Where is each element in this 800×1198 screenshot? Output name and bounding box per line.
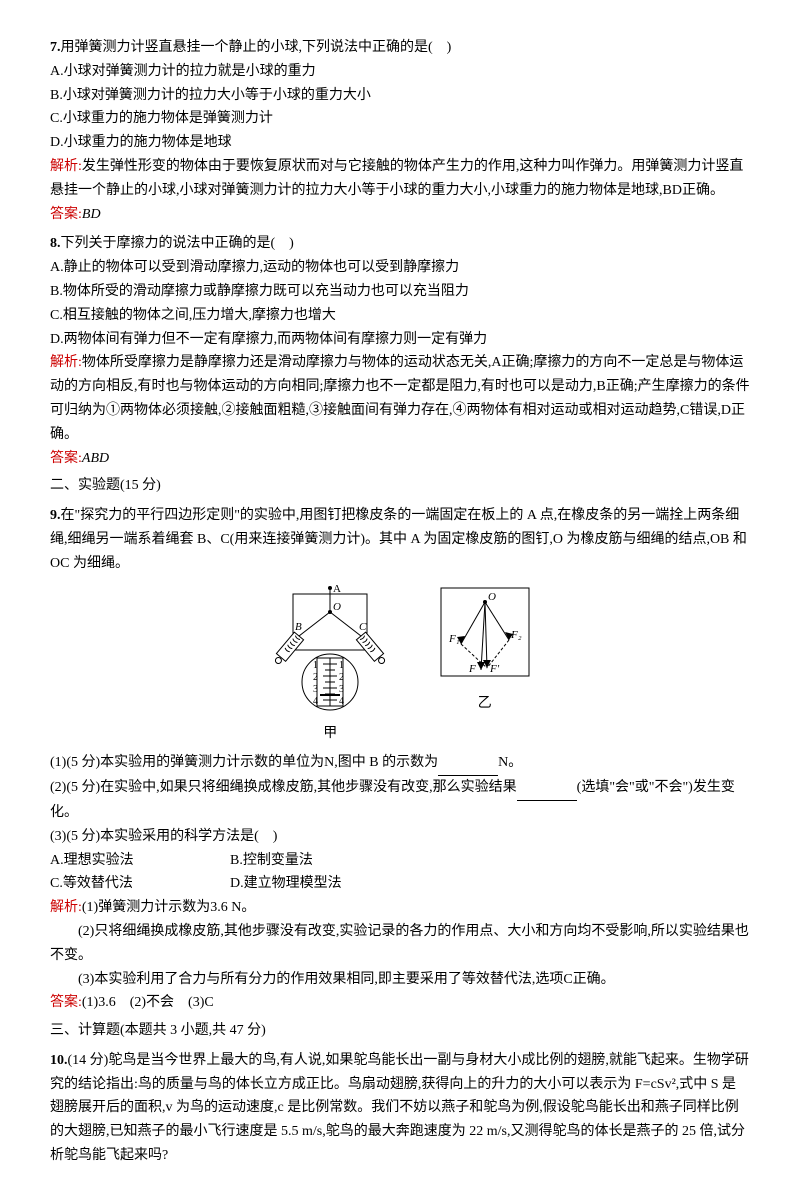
q9-analysis: 解析:(1)弹簧测力计示数为3.6 N。 — [50, 896, 750, 920]
q7-analysis: 解析:发生弹性形变的物体由于要恢复原状而对与它接触的物体产生力的作用,这种力叫作… — [50, 155, 750, 203]
section-3-title: 三、计算题(本题共 3 小题,共 47 分) — [50, 1019, 750, 1043]
blank-2[interactable] — [517, 776, 577, 801]
tick-4-l: 4 — [313, 696, 318, 707]
q9-analysis2: (2)只将细绳换成橡皮筋,其他步骤没有改变,实验记录的各力的作用点、大小和方向均… — [50, 920, 750, 968]
q9-number: 9. — [50, 508, 61, 523]
q7-option-a: A.小球对弹簧测力计的拉力就是小球的重力 — [50, 60, 750, 84]
q7-option-b: B.小球对弹簧测力计的拉力大小等于小球的重力大小 — [50, 84, 750, 108]
q9-sub2: (2)(5 分)在实验中,如果只将细绳换成橡皮筋,其他步骤没有改变,那么实验结果… — [50, 776, 750, 825]
q9-analysis3: (3)本实验利用了合力与所有分力的作用效果相同,即主要采用了等效替代法,选项C正… — [50, 968, 750, 992]
q9-answer-text: (1)3.6 (2)不会 (3)C — [82, 995, 214, 1010]
q8-answer-text: ABD — [82, 451, 109, 466]
label-F: F — [468, 663, 476, 675]
figure-jia-label: 甲 — [265, 722, 395, 746]
label-C: C — [359, 621, 367, 633]
q7-answer: 答案:BD — [50, 203, 750, 227]
tick-1-l: 1 — [313, 660, 318, 671]
q7-answer-text: BD — [82, 207, 101, 222]
q9-options-row1: A.理想实验法B.控制变量法 — [50, 849, 750, 873]
figure-yi-label: 乙 — [435, 692, 535, 716]
q8-stem: 8.下列关于摩擦力的说法中正确的是( ) — [50, 232, 750, 256]
q8-option-c: C.相互接触的物体之间,压力增大,摩擦力也增大 — [50, 304, 750, 328]
q7-analysis-text: 发生弹性形变的物体由于要恢复原状而对与它接触的物体产生力的作用,这种力叫作弹力。… — [50, 159, 743, 198]
analysis-label: 解析: — [50, 355, 82, 370]
tick-2-r: 2 — [339, 672, 344, 683]
q9-answer: 答案:(1)3.6 (2)不会 (3)C — [50, 991, 750, 1015]
label-F1: F₁ — [448, 633, 460, 645]
answer-label: 答案: — [50, 995, 82, 1010]
q7-option-d: D.小球重力的施力物体是地球 — [50, 131, 750, 155]
q9-stem-text: 在"探究力的平行四边形定则"的实验中,用图钉把橡皮条的一端固定在板上的 A 点,… — [50, 508, 747, 571]
q8-analysis-text: 物体所受摩擦力是静摩擦力还是滑动摩擦力与物体的运动状态无关,A正确;摩擦力的方向… — [50, 355, 750, 441]
q8-option-a: A.静止的物体可以受到滑动摩擦力,运动的物体也可以受到静摩擦力 — [50, 256, 750, 280]
tick-1-r: 1 — [339, 660, 344, 671]
figure-row: A O B C — [50, 582, 750, 746]
tick-3-r: 3 — [339, 684, 344, 695]
q9-sub3: (3)(5 分)本实验采用的科学方法是( ) — [50, 825, 750, 849]
q7-option-c: C.小球重力的施力物体是弹簧测力计 — [50, 107, 750, 131]
q8-stem-text: 下列关于摩擦力的说法中正确的是( ) — [61, 236, 294, 251]
q8-option-b: B.物体所受的滑动摩擦力或静摩擦力既可以充当动力也可以充当阻力 — [50, 280, 750, 304]
q7-stem: 7.用弹簧测力计竖直悬挂一个静止的小球,下列说法中正确的是( ) — [50, 36, 750, 60]
q8-analysis: 解析:物体所受摩擦力是静摩擦力还是滑动摩擦力与物体的运动状态无关,A正确;摩擦力… — [50, 351, 750, 446]
blank-1[interactable] — [438, 751, 498, 776]
q9-sub1-tail: N。 — [498, 755, 522, 770]
q8-option-d: D.两物体间有弹力但不一定有摩擦力,而两物体间有摩擦力则一定有弹力 — [50, 328, 750, 352]
answer-label: 答案: — [50, 207, 82, 222]
answer-label: 答案: — [50, 451, 82, 466]
q9-options-row2: C.等效替代法D.建立物理模型法 — [50, 872, 750, 896]
tick-2-l: 2 — [313, 672, 318, 683]
q9-analysis1: (1)弹簧测力计示数为3.6 N。 — [82, 900, 255, 915]
q9-option-c: C.等效替代法 — [50, 872, 230, 896]
figure-yi: O F₁ F₂ F F' 乙 — [435, 582, 535, 716]
q8-answer: 答案:ABD — [50, 447, 750, 471]
q9-sub1: (1)(5 分)本实验用的弹簧测力计示数的单位为N,图中 B 的示数为 N。 — [50, 751, 750, 776]
figure-jia: A O B C — [265, 582, 395, 746]
q9-stem: 9.在"探究力的平行四边形定则"的实验中,用图钉把橡皮条的一端固定在板上的 A … — [50, 504, 750, 575]
label-O2: O — [488, 591, 496, 603]
q10-number: 10. — [50, 1053, 68, 1068]
q9-option-a: A.理想实验法 — [50, 849, 230, 873]
label-O: O — [333, 601, 341, 613]
q9-sub2-text: (2)(5 分)在实验中,如果只将细绳换成橡皮筋,其他步骤没有改变,那么实验结果 — [50, 780, 517, 795]
tick-4-r: 4 — [339, 696, 344, 707]
analysis-label: 解析: — [50, 900, 82, 915]
q7-stem-text: 用弹簧测力计竖直悬挂一个静止的小球,下列说法中正确的是( ) — [61, 40, 452, 55]
q10-stem: 10.(14 分)鸵鸟是当今世界上最大的鸟,有人说,如果鸵鸟能长出一副与身材大小… — [50, 1049, 750, 1168]
label-B: B — [295, 621, 302, 633]
q9-sub1-text: (1)(5 分)本实验用的弹簧测力计示数的单位为N,图中 B 的示数为 — [50, 755, 438, 770]
section-2-title: 二、实验题(15 分) — [50, 474, 750, 498]
label-A: A — [333, 583, 341, 595]
label-F2: F₂ — [510, 629, 522, 641]
q7-number: 7. — [50, 40, 61, 55]
diagram-jia: A O B C — [265, 582, 395, 722]
analysis-label: 解析: — [50, 159, 82, 174]
diagram-yi: O F₁ F₂ F F' — [435, 582, 535, 692]
q8-number: 8. — [50, 236, 61, 251]
tick-3-l: 3 — [313, 684, 318, 695]
q9-option-d: D.建立物理模型法 — [230, 876, 342, 891]
label-Fp: F' — [489, 663, 500, 675]
q9-option-b: B.控制变量法 — [230, 853, 313, 868]
q10-stem-text: (14 分)鸵鸟是当今世界上最大的鸟,有人说,如果鸵鸟能长出一副与身材大小成比例… — [50, 1053, 749, 1163]
